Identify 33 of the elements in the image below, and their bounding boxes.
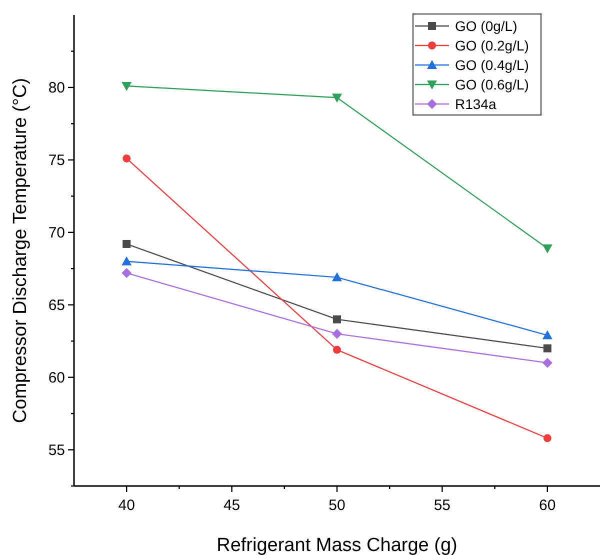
y-axis-title: Compressor Discharge Temperature (°C)	[10, 78, 31, 424]
point	[333, 346, 341, 354]
x-tick-label: 60	[539, 497, 556, 514]
point	[122, 256, 132, 266]
point	[542, 358, 552, 368]
y-tick-label: 65	[48, 296, 65, 314]
point	[332, 94, 342, 103]
point	[332, 272, 342, 282]
point	[543, 344, 552, 352]
x-tick-label: 45	[223, 497, 240, 514]
point	[542, 244, 552, 254]
point	[122, 82, 132, 92]
point	[542, 330, 552, 340]
y-tick-label: 75	[48, 152, 65, 169]
x-axis-title: Refrigerant Mass Charge (g)	[216, 535, 458, 555]
point	[122, 268, 132, 278]
legend-label: GO (0g/L)	[455, 18, 518, 34]
point	[543, 434, 552, 442]
y-tick-label: 60	[48, 369, 65, 386]
legend-label: GO (0.6g/L)	[455, 76, 529, 92]
y-tick-label: 55	[48, 442, 65, 459]
y-tick-label: 80	[48, 79, 65, 96]
legend-label: GO (0.2g/L)	[455, 38, 529, 54]
legend-label: R134a	[455, 96, 496, 112]
y-tick-label: 70	[48, 224, 65, 242]
point	[122, 154, 131, 162]
x-tick-label: 55	[434, 497, 451, 514]
point	[333, 315, 341, 324]
x-tick-label: 40	[118, 497, 135, 514]
x-tick-label: 50	[328, 497, 346, 514]
point	[332, 328, 342, 339]
point	[122, 240, 131, 248]
legend-label: GO (0.4g/L)	[455, 57, 529, 73]
